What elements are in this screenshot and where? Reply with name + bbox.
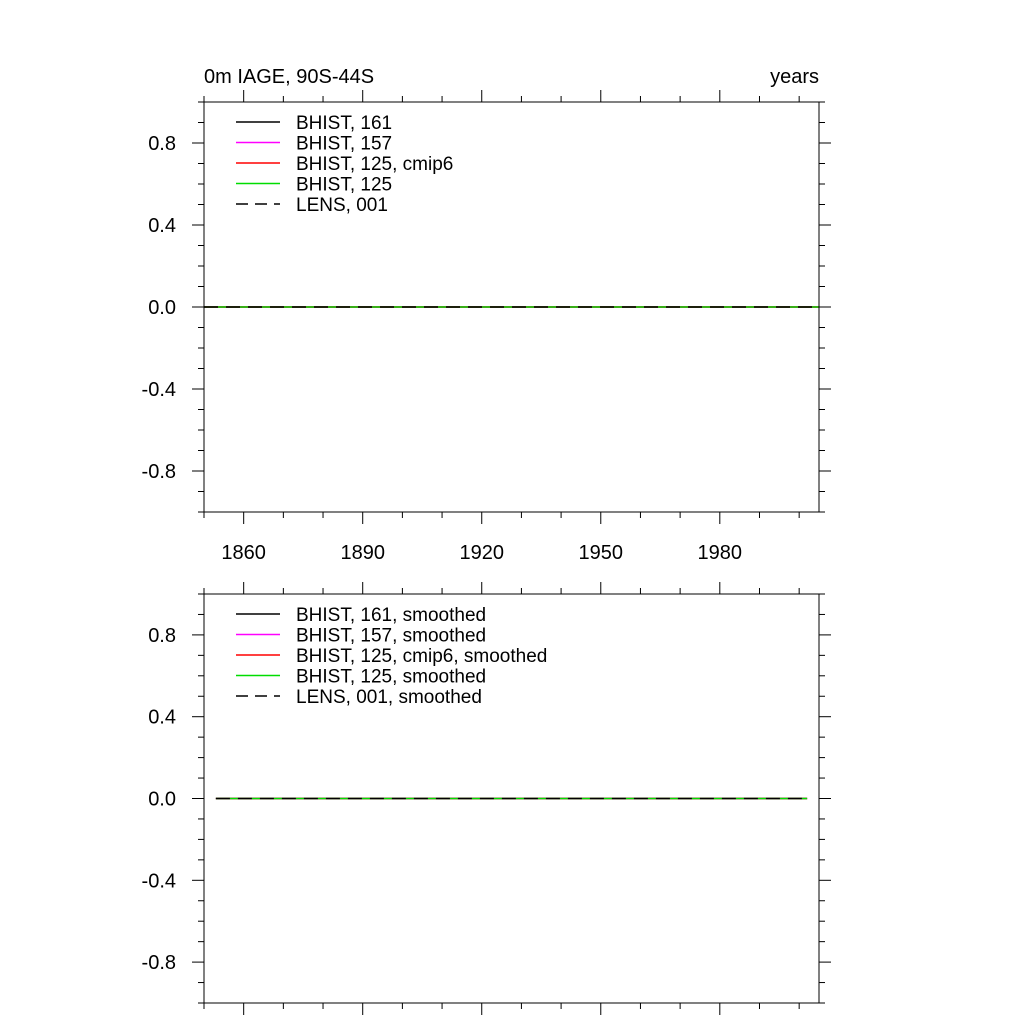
chart-title: 0m IAGE, 90S-44S	[204, 66, 374, 88]
legend-label-0: BHIST, 161	[296, 113, 392, 134]
y-tick-label: 0.8	[148, 625, 176, 647]
legend-label-4: LENS, 001	[296, 195, 388, 216]
legend-label-0: BHIST, 161, smoothed	[296, 605, 486, 626]
y-tick-label: 0.4	[148, 215, 176, 237]
legend-label-3: BHIST, 125, smoothed	[296, 667, 486, 688]
x-tick-label: 1860	[221, 542, 266, 564]
x-tick-label: 1950	[579, 542, 624, 564]
y-tick-label: -0.4	[142, 870, 176, 892]
legend-label-2: BHIST, 125, cmip6, smoothed	[296, 646, 547, 667]
x-tick-label: 1920	[459, 542, 504, 564]
chart-units: years	[770, 66, 819, 88]
y-tick-label: -0.8	[142, 952, 176, 974]
legend-label-1: BHIST, 157, smoothed	[296, 626, 486, 647]
legend-label-1: BHIST, 157	[296, 134, 392, 155]
y-tick-label: 0.0	[148, 297, 176, 319]
y-tick-label: 0.4	[148, 707, 176, 729]
legend-label-3: BHIST, 125	[296, 175, 392, 196]
legend-label-4: LENS, 001, smoothed	[296, 687, 482, 708]
y-tick-label: 0.0	[148, 789, 176, 811]
y-tick-label: -0.8	[142, 461, 176, 483]
x-tick-label: 1980	[698, 542, 743, 564]
y-tick-label: -0.4	[142, 379, 176, 401]
y-tick-label: 0.8	[148, 133, 176, 155]
legend-label-2: BHIST, 125, cmip6	[296, 154, 453, 175]
top-panel: 0m IAGE, 90S-44S years -0.8 -0.4 0.0 0.4 0.8…	[142, 66, 831, 564]
x-tick-label: 1890	[340, 542, 385, 564]
